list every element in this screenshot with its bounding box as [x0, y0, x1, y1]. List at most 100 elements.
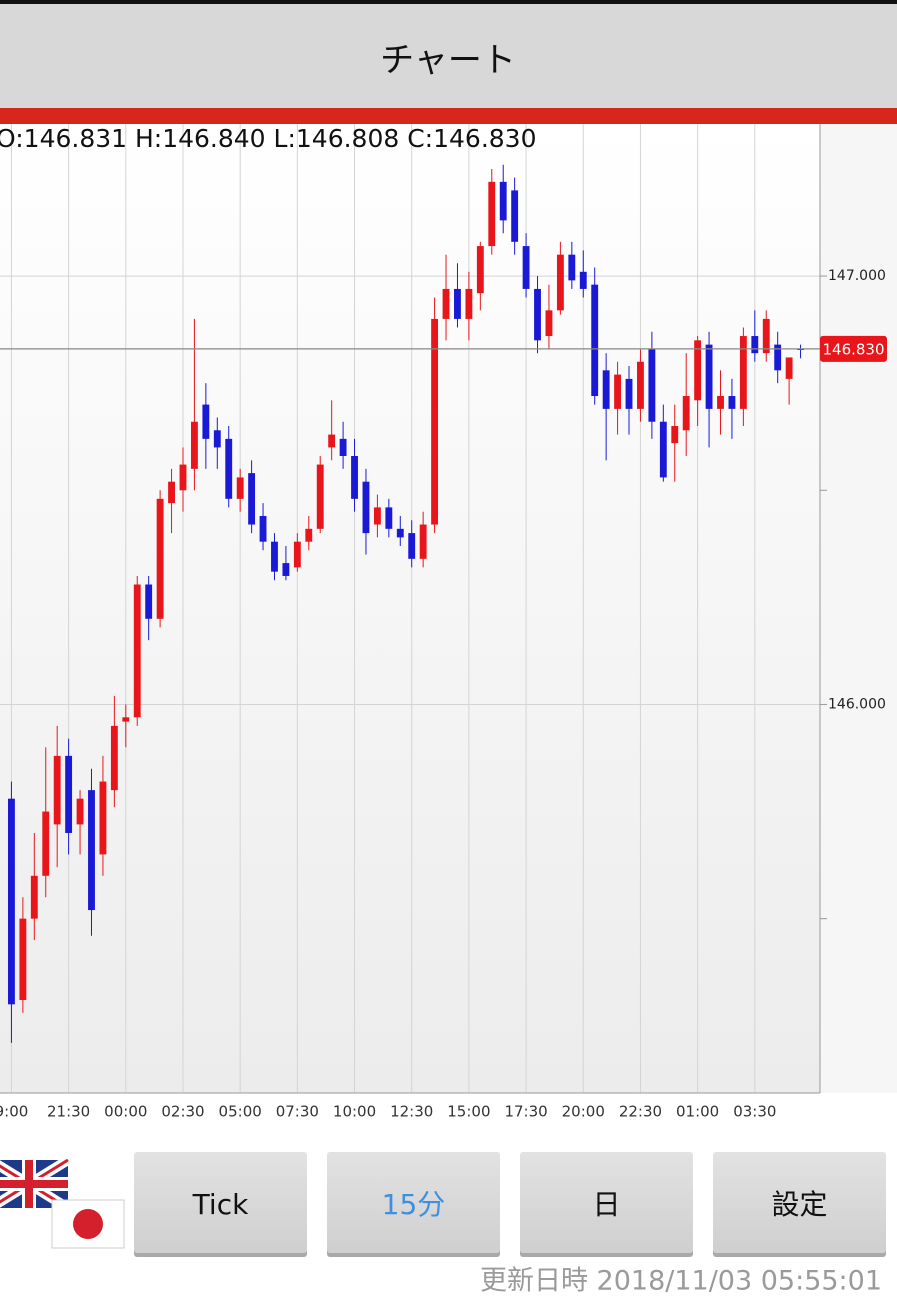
candle-body [190, 421, 198, 469]
button-label[interactable]: 15分 [382, 1188, 446, 1221]
button-label[interactable]: Tick [192, 1188, 249, 1221]
candle-body [236, 477, 244, 499]
candle-body [705, 344, 713, 409]
y-tick-label: 146.000 [828, 696, 886, 712]
button-face [713, 1152, 886, 1253]
candle-body [213, 430, 221, 448]
candle-body [488, 181, 496, 247]
flag-jp [51, 1199, 125, 1249]
candle-body [53, 755, 61, 825]
candle-body [316, 464, 324, 529]
y-tick-label: 147.000 [828, 268, 886, 284]
candle-body [362, 481, 370, 534]
candle-body [133, 584, 141, 718]
x-tick-label: 22:30 [619, 1103, 662, 1121]
x-tick-label: 05:00 [219, 1103, 262, 1121]
candle-body [271, 541, 278, 572]
x-tick-label: 9:00 [0, 1103, 28, 1121]
x-tick-label: 01:00 [676, 1103, 719, 1121]
tab-button[interactable]: Tick [134, 1152, 307, 1257]
candle-body [442, 288, 450, 319]
plot-area [0, 124, 820, 1093]
tab-button[interactable]: 15分 [327, 1152, 500, 1257]
candle-body [454, 288, 461, 319]
candle-body [88, 790, 95, 911]
x-tick-label: 15:00 [447, 1103, 490, 1121]
candle-body [785, 357, 793, 379]
candle-body [671, 426, 679, 444]
current-price-label: 146.830 [822, 340, 884, 358]
candle-body [373, 507, 381, 525]
candle-body [179, 464, 187, 491]
candle-body [396, 528, 404, 538]
update-time: 更新日時 2018/11/03 05:55:01 [480, 1266, 882, 1297]
candle-body [99, 781, 107, 855]
candle-body [305, 528, 313, 542]
x-tick-label: 03:30 [733, 1103, 776, 1121]
candle-body [293, 541, 301, 568]
grid [0, 124, 820, 1093]
x-tick-label: 07:30 [276, 1103, 319, 1121]
candle-body [614, 374, 622, 409]
x-tick-label: 12:30 [390, 1103, 433, 1121]
axes: 9:00 21:30 00:00 02:30 05:00 07:30 10:00 12:30 1… [0, 268, 887, 1121]
x-tick-label: 02:30 [161, 1103, 204, 1121]
candle-body [122, 717, 130, 722]
tab-button[interactable]: 設定 [713, 1152, 886, 1257]
button-row: Tick 15分 日 設定 [134, 1152, 886, 1257]
candle-body [225, 438, 233, 499]
current-price-tag [820, 335, 887, 362]
candle-body [751, 336, 759, 354]
candle-body [762, 318, 770, 354]
candle-body [145, 584, 153, 619]
candle-body [648, 348, 656, 422]
candle-body [385, 507, 393, 529]
title-bar [0, 4, 897, 108]
tab-button[interactable]: 日 [520, 1152, 693, 1257]
button-face [134, 1152, 307, 1253]
candle-body [328, 434, 336, 448]
candle-body [65, 755, 73, 833]
x-tick-label: 20:00 [562, 1103, 605, 1121]
candle-body [625, 378, 633, 409]
candle-body [282, 563, 290, 576]
candle-body [728, 396, 736, 409]
button-label[interactable]: 設定 [771, 1188, 827, 1221]
candle-body [637, 361, 644, 409]
candle-body [8, 798, 15, 1005]
candle-body [774, 344, 782, 371]
candle-body [465, 288, 473, 319]
candle-body [476, 246, 484, 294]
candle-body [579, 271, 587, 289]
candle-body [556, 254, 564, 311]
x-tick-label: 00:00 [104, 1103, 147, 1121]
candle-body [248, 473, 256, 525]
candle-body [168, 481, 175, 504]
candle-body [499, 181, 507, 221]
candle-body [30, 875, 38, 919]
candle-body [110, 725, 118, 791]
candle-body [408, 533, 416, 559]
candle-body [42, 811, 50, 876]
status-edge [0, 0, 897, 4]
candle-body [602, 370, 610, 409]
candle-body [511, 190, 519, 242]
candle-body [568, 254, 576, 281]
candle-body [659, 421, 667, 478]
x-tick-label: 10:00 [333, 1103, 376, 1121]
candle-body [739, 336, 747, 409]
candle-body [717, 396, 724, 409]
candle-body [682, 396, 690, 431]
candle-body [534, 288, 541, 341]
accent-bar [0, 108, 897, 124]
flag-uk [0, 1155, 71, 1213]
candle-body [419, 524, 427, 559]
candle-body [76, 798, 84, 825]
x-tick-label: 17:30 [504, 1103, 547, 1121]
candle-body [259, 515, 267, 542]
button-label[interactable]: 日 [592, 1188, 620, 1221]
candles [8, 164, 804, 1043]
candle-body [545, 310, 553, 337]
